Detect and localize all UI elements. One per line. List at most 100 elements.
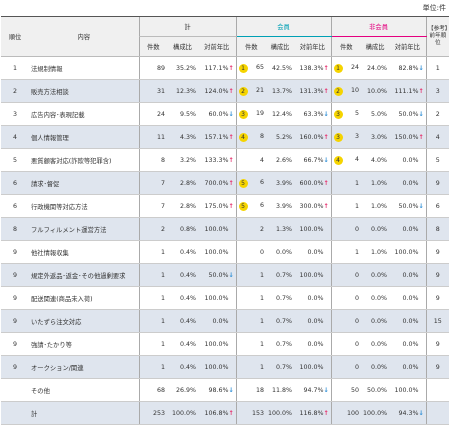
share: 0.7%	[266, 309, 295, 333]
yoy-value: 0.0%	[402, 179, 419, 187]
trend-arrow: ↑	[323, 133, 329, 141]
trend-arrow: ↓	[228, 386, 234, 394]
count: 1	[138, 332, 167, 356]
count: 50	[330, 378, 362, 402]
rank: 1	[1, 56, 29, 80]
yoy: 117.1%↑	[198, 56, 237, 80]
count-value: 7	[160, 179, 165, 187]
yoy-value: 0.0%	[307, 340, 324, 348]
rank: 9	[1, 286, 29, 310]
yoy-value: 0.0%	[212, 317, 229, 325]
yoy-value: 94.3%	[398, 409, 419, 417]
count: 1	[330, 171, 362, 195]
count-value: 0	[355, 294, 360, 302]
count-value: 0	[355, 271, 360, 279]
header-nonmember: 非会員	[330, 16, 427, 37]
content: その他	[29, 378, 139, 402]
share: 3.2%	[167, 148, 198, 172]
prev-rank: 9	[425, 286, 450, 310]
count: 2	[138, 217, 167, 241]
rank-badge: 5	[238, 178, 248, 188]
yoy-value: 0.0%	[402, 225, 419, 233]
row: 8 フルフィルメント運営方法 2 0.8% 100.0% 2 1.3% 100.0% 0 0.0%…	[1, 217, 450, 241]
rank-badge: 4	[238, 132, 248, 142]
row: 9 強請･たかり等 1 0.4% 100.0% 1 0.7% 0.0% 0 0.0% 0.0% 9	[1, 332, 450, 356]
share: 4.3%	[167, 125, 198, 149]
yoy-value: 100.0%	[204, 340, 229, 348]
yoy-value: 131.3%	[299, 87, 324, 95]
header-member: 会員	[235, 16, 332, 37]
content: 強請･たかり等	[29, 332, 139, 356]
prev-rank: 8	[425, 217, 450, 241]
content: フルフィルメント運営方法	[29, 217, 139, 241]
yoy-value: 63.3%	[303, 110, 324, 118]
prev-rank: 6	[425, 194, 450, 218]
content: 個人情報管理	[29, 125, 139, 149]
count: 1	[138, 240, 167, 264]
share: 35.2%	[167, 56, 198, 80]
share: 100.0%	[167, 401, 198, 425]
share: 0.4%	[167, 263, 198, 287]
yoy: 94.3%↓	[389, 401, 427, 425]
count: 1	[235, 309, 267, 333]
yoy-value: 0.0%	[402, 317, 419, 325]
count: 8	[138, 148, 167, 172]
row: 9 配送関連(商品未入荷) 1 0.4% 100.0% 1 0.7% 0.0% 0 0.0% 0.0…	[1, 286, 450, 310]
count-value: 7	[160, 202, 165, 210]
share: 9.5%	[167, 102, 198, 126]
prev-rank	[425, 378, 450, 402]
yoy: 82.8%↓	[389, 56, 427, 80]
yoy: 0.0%	[389, 217, 427, 241]
share: 13.7%	[266, 79, 295, 103]
row: その他 68 26.9% 98.6%↓ 18 11.8% 94.7%↓ 50 50.0% 100.…	[1, 378, 450, 402]
yoy: 157.1%↑	[198, 125, 237, 149]
header-yoy: 対前年比	[294, 36, 332, 57]
prev-rank: 15	[425, 309, 450, 333]
prev-rank: 9	[425, 240, 450, 264]
count-value: 5	[355, 109, 360, 117]
count-value: 1	[260, 271, 265, 279]
count-value: 68	[156, 386, 165, 394]
yoy: 100.0%	[198, 286, 237, 310]
yoy: 50.0%↓	[389, 194, 427, 218]
rank-badge: 2	[333, 86, 343, 96]
prev-rank: 9	[425, 171, 450, 195]
trend-arrow: ↑	[228, 409, 234, 417]
row: 3 広告内容･表現記載 24 9.5% 60.0%↓ 3 19 12.4% 63.3%↓ 3 5 5.…	[1, 102, 450, 126]
yoy: 60.0%↓	[198, 102, 237, 126]
rank: 4	[1, 125, 29, 149]
share: 2.6%	[266, 148, 295, 172]
rank: 9	[1, 240, 29, 264]
yoy: 175.0%↑	[198, 194, 237, 218]
yoy: 0.0%	[294, 332, 332, 356]
share: 24.0%	[361, 56, 390, 80]
yoy-value: 50.0%	[398, 202, 419, 210]
count: 1	[138, 309, 167, 333]
count: 1	[235, 355, 267, 379]
trend-arrow: ↓	[418, 409, 424, 417]
yoy-value: 600.0%	[299, 179, 324, 187]
count-value: 1	[160, 271, 165, 279]
yoy: 160.0%↑	[294, 125, 332, 149]
share: 0.0%	[361, 309, 390, 333]
share: 100.0%	[266, 401, 295, 425]
count: 1	[138, 355, 167, 379]
trend-arrow: ↑	[323, 64, 329, 72]
yoy-value: 117.1%	[204, 64, 229, 72]
yoy-value: 106.8%	[204, 409, 229, 417]
count: 1	[235, 286, 267, 310]
row: 5 悪質顧客対応(詐欺等犯罪含) 8 3.2% 133.3%↑ 4 2.6% 66.7%↓ 4 4…	[1, 148, 450, 172]
yoy: 0.0%	[389, 148, 427, 172]
rank: 5	[1, 148, 29, 172]
content: オークション/関連	[29, 355, 139, 379]
count-value: 50	[351, 386, 360, 394]
yoy: 0.0%	[389, 332, 427, 356]
rank: 9	[1, 332, 29, 356]
share: 0.0%	[266, 240, 295, 264]
